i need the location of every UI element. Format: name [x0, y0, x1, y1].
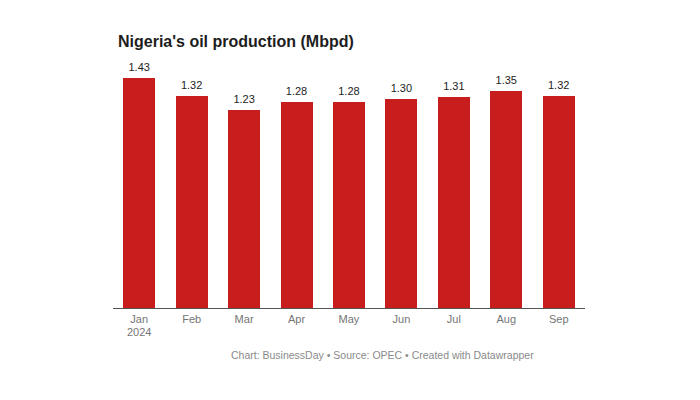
value-label-aug: 1.35 — [496, 74, 517, 86]
bar-feb[interactable] — [176, 96, 208, 308]
value-label-jul: 1.31 — [443, 80, 464, 92]
bar-column-apr: 1.28 — [270, 58, 322, 308]
chart-footer: Chart: BusinessDay • Source: OPEC • Crea… — [231, 349, 534, 361]
chart-title: Nigeria's oil production (Mbpd) — [118, 33, 354, 51]
bar-column-jul: 1.31 — [428, 58, 480, 308]
bar-mar[interactable] — [228, 110, 260, 308]
x-tick-label-jun: Jun — [375, 313, 427, 339]
bar-column-jun: 1.30 — [375, 58, 427, 308]
bar-column-jan: 1.43 — [113, 58, 165, 308]
value-label-mar: 1.23 — [233, 93, 254, 105]
x-axis-labels: Jan 2024FebMarAprMayJunJulAugSep — [113, 313, 585, 339]
value-label-may: 1.28 — [338, 85, 359, 97]
column-chart: Nigeria's oil production (Mbpd) 1.43 1.32… — [113, 0, 585, 400]
bar-column-mar: 1.23 — [218, 58, 270, 308]
x-tick-label-aug: Aug — [480, 313, 532, 339]
x-tick-label-jul: Jul — [428, 313, 480, 339]
x-axis-line — [113, 308, 585, 309]
x-tick-label-jan: Jan 2024 — [113, 313, 165, 339]
bar-sep[interactable] — [543, 96, 575, 308]
value-label-apr: 1.28 — [286, 85, 307, 97]
x-tick-label-apr: Apr — [270, 313, 322, 339]
value-label-jan: 1.43 — [129, 61, 150, 73]
bar-column-feb: 1.32 — [165, 58, 217, 308]
bar-column-aug: 1.35 — [480, 58, 532, 308]
x-tick-label-sep: Sep — [533, 313, 585, 339]
bar-may[interactable] — [333, 102, 365, 308]
value-label-jun: 1.30 — [391, 82, 412, 94]
chart-canvas: Nigeria's oil production (Mbpd) 1.43 1.32… — [0, 0, 700, 400]
bar-aug[interactable] — [490, 91, 522, 308]
bar-jul[interactable] — [438, 97, 470, 308]
x-tick-label-mar: Mar — [218, 313, 270, 339]
bar-jun[interactable] — [385, 99, 417, 308]
bar-column-sep: 1.32 — [533, 58, 585, 308]
x-tick-label-may: May — [323, 313, 375, 339]
bar-jan[interactable] — [123, 78, 155, 308]
x-tick-label-feb: Feb — [165, 313, 217, 339]
plot-area: 1.43 1.32 1.23 1.28 1.28 1.30 1.31 1.35 1.32 — [113, 58, 585, 308]
value-label-sep: 1.32 — [548, 79, 569, 91]
bar-column-may: 1.28 — [323, 58, 375, 308]
value-label-feb: 1.32 — [181, 79, 202, 91]
bar-apr[interactable] — [281, 102, 313, 308]
